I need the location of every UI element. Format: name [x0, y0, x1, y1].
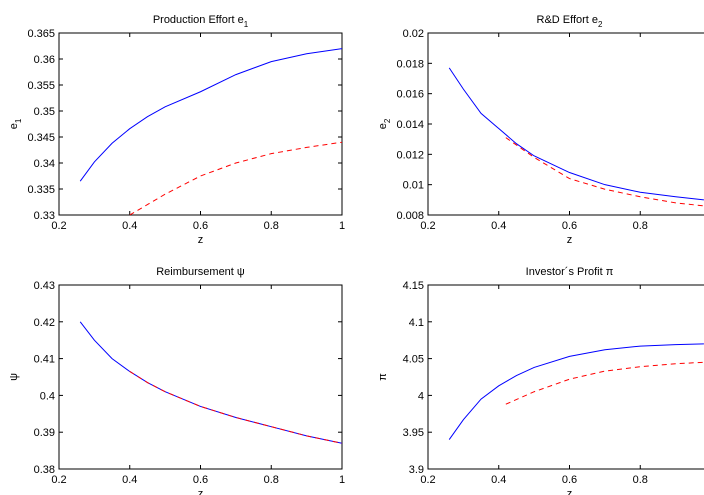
x-axis-label: z — [567, 488, 573, 495]
x-tick-label: 0.4 — [122, 220, 137, 232]
series-line-dashed — [505, 361, 704, 405]
panel-title: R&D Effort e2 — [537, 14, 604, 29]
x-tick-label: 0.8 — [264, 220, 279, 232]
y-axis-label: π — [377, 373, 389, 381]
y-tick-label: 3.95 — [403, 427, 424, 439]
y-tick-label: 4 — [418, 390, 424, 402]
x-tick-label: 0.4 — [122, 474, 137, 486]
x-tick-label: 0.4 — [491, 474, 506, 486]
y-tick-label: 0.365 — [27, 28, 55, 40]
y-axis-label: e1 — [8, 118, 23, 129]
series-line-dashed — [505, 137, 704, 207]
series-line-dashed — [129, 371, 342, 444]
plot-frame — [427, 284, 704, 470]
y-tick-label: 3.9 — [409, 464, 424, 476]
panel-title-text: Production Effort e — [153, 14, 244, 26]
x-tick-label: 1 — [339, 474, 345, 486]
y-axis-label-text: e — [377, 123, 389, 129]
y-tick-label: 0.02 — [403, 28, 424, 40]
panel-title-text: Reimbursement ψ — [156, 266, 245, 278]
panel-title: Production Effort e1 — [153, 14, 249, 29]
chart-panel-3: 0.2 0.4 0.6 0.8 1 0.38 0.39 0.4 0.41 0.42 0.43 Reim… — [8, 266, 345, 495]
plot-frame — [427, 32, 704, 216]
y-tick-label: 0.345 — [27, 132, 55, 144]
x-axis-label: z — [567, 234, 573, 246]
y-tick-label: 0.42 — [34, 317, 55, 329]
series-line-solid — [448, 343, 704, 440]
x-tick-label: 0.2 — [51, 474, 66, 486]
x-tick-label: 0.6 — [193, 474, 208, 486]
x-tick-label: 0.8 — [633, 220, 648, 232]
y-axis-label-subscript: 2 — [383, 118, 392, 123]
panel-title: Reimbursement ψ — [156, 266, 245, 278]
panel-title-text: R&D Effort e — [537, 14, 599, 26]
y-axis-label: e2 — [377, 118, 392, 129]
x-tick-label: 1 — [339, 220, 345, 232]
chart-panel-4: 0.2 0.4 0.6 0.8 3.9 3.95 4 4.05 4.1 4.15 Investor´… — [377, 266, 704, 495]
y-tick-label: 4.05 — [403, 354, 424, 366]
y-tick-label: 0.39 — [34, 427, 55, 439]
plot-frame — [58, 284, 343, 470]
chart-panel-1: 0.2 0.4 0.6 0.8 1 0.33 0.335 0.34 0.345 0.35 0.355… — [8, 14, 345, 246]
y-tick-label: 0.38 — [34, 464, 55, 476]
x-axis-label: z — [198, 234, 204, 246]
panel-title-subscript: 2 — [598, 20, 603, 29]
y-tick-label: 0.43 — [34, 280, 55, 292]
y-tick-label: 0.41 — [34, 354, 55, 366]
y-tick-label: 4.15 — [403, 280, 424, 292]
y-tick-label: 0.012 — [396, 149, 424, 161]
y-tick-label: 0.014 — [396, 119, 424, 131]
y-tick-label: 4.1 — [409, 317, 424, 329]
y-tick-label: 0.018 — [396, 58, 424, 70]
y-tick-label: 0.36 — [34, 54, 55, 66]
y-tick-label: 0.33 — [34, 210, 55, 222]
x-tick-label: 0.2 — [51, 220, 66, 232]
x-tick-label: 0.8 — [633, 474, 648, 486]
x-tick-label: 0.2 — [420, 220, 435, 232]
y-tick-label: 0.335 — [27, 184, 55, 196]
y-tick-label: 0.016 — [396, 89, 424, 101]
y-tick-label: 0.4 — [40, 390, 55, 402]
x-tick-label: 0.8 — [264, 474, 279, 486]
x-axis-label: z — [198, 488, 204, 495]
y-axis-label-text: π — [377, 373, 389, 381]
x-tick-label: 0.2 — [420, 474, 435, 486]
x-tick-label: 0.6 — [562, 220, 577, 232]
y-tick-label: 0.34 — [34, 158, 55, 170]
panel-title-text: Investor´s Profit π — [526, 266, 614, 278]
y-axis-label-subscript: 1 — [14, 118, 23, 123]
y-axis-label-text: ψ — [8, 373, 20, 381]
y-tick-label: 0.35 — [34, 106, 55, 118]
series-line-solid — [448, 67, 704, 201]
series-line-solid — [79, 48, 342, 182]
x-tick-label: 0.6 — [562, 474, 577, 486]
x-tick-label: 0.6 — [193, 220, 208, 232]
panel-title-subscript: 1 — [244, 20, 249, 29]
x-tick-label: 0.4 — [491, 220, 506, 232]
chart-panel-2: 0.2 0.4 0.6 0.8 0.008 0.01 0.012 0.014 0.016 0.01… — [377, 14, 704, 246]
panel-title: Investor´s Profit π — [526, 266, 614, 278]
y-tick-label: 0.01 — [403, 180, 424, 192]
y-tick-label: 0.355 — [27, 80, 55, 92]
y-axis-label-text: e — [8, 123, 20, 129]
series-line-solid — [79, 321, 342, 444]
y-axis-label: ψ — [8, 373, 20, 381]
series-line-dashed — [129, 141, 342, 215]
y-tick-label: 0.008 — [396, 210, 424, 222]
plot-frame — [58, 32, 343, 216]
